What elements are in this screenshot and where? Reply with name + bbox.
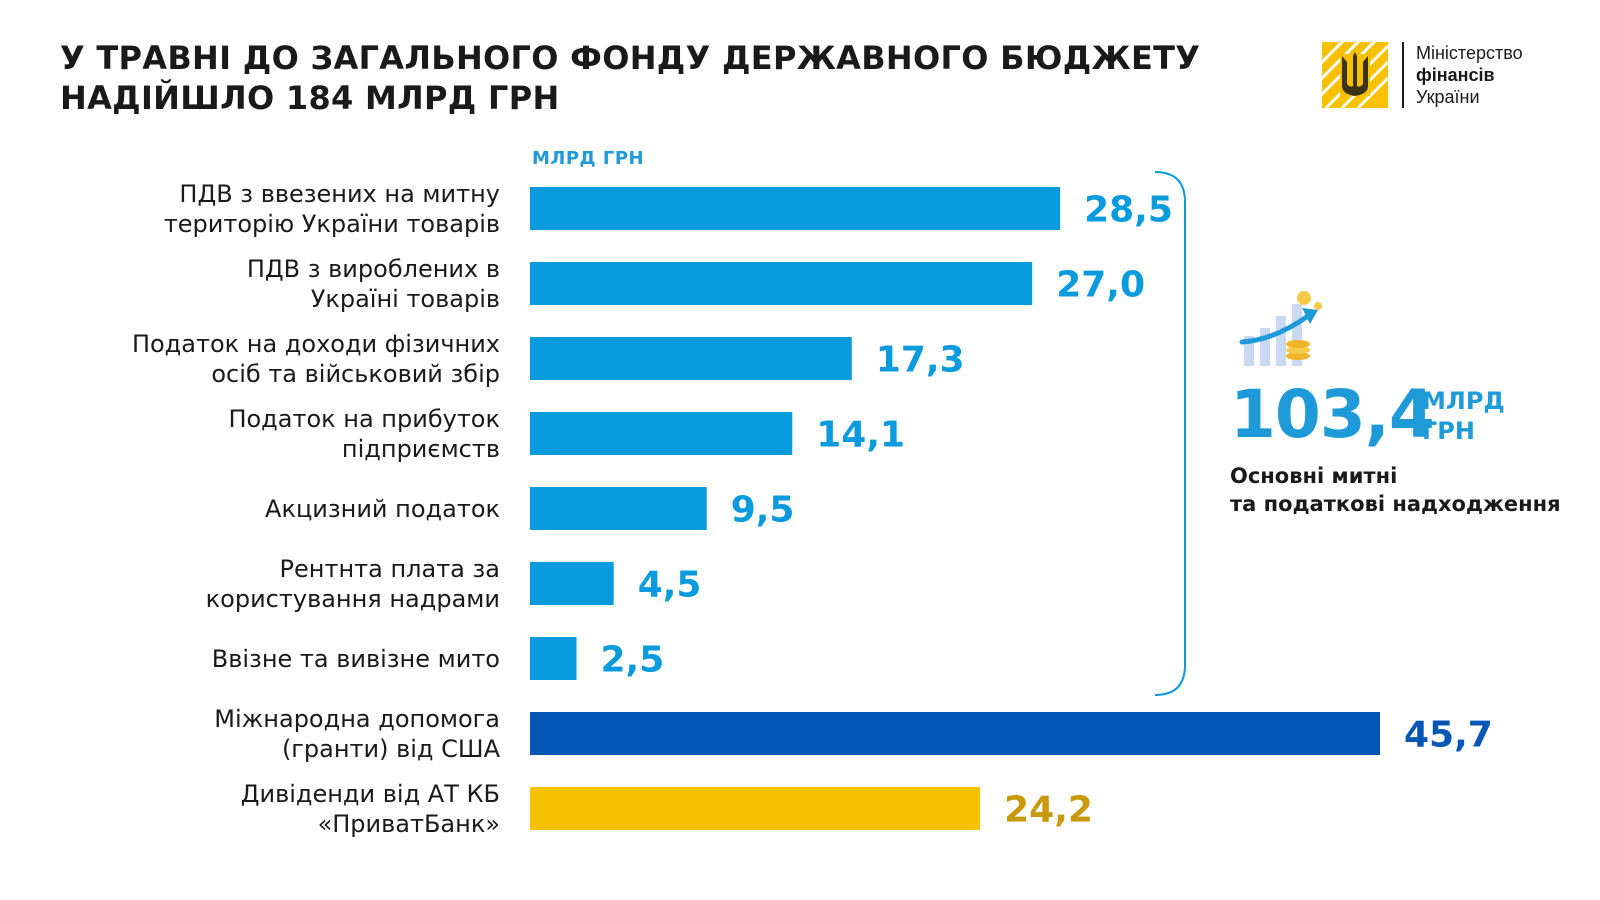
category-label-2-line-0: Податок на доходи фізичних (131, 329, 500, 358)
category-label-4: Акцизний податок (265, 494, 500, 524)
title-line-2: НАДІЙШЛО 184 МЛРД ГРН (60, 79, 560, 117)
category-label-7-line-0: Міжнародна допомога (214, 704, 500, 733)
category-label-5-line-1: користування надрами (205, 584, 500, 613)
category-label-4-line-0: Акцизний податок (265, 494, 500, 523)
page-title: У ТРАВНІ ДО ЗАГАЛЬНОГО ФОНДУ ДЕРЖАВНОГО … (60, 38, 1240, 118)
summary-total-value: 103,4 (1230, 376, 1435, 453)
title-line-1: У ТРАВНІ ДО ЗАГАЛЬНОГО ФОНДУ ДЕРЖАВНОГО … (60, 39, 1201, 77)
value-label-0: 28,5 (1084, 190, 1173, 231)
category-label-0: ПДВ з ввезених на митну територію України… (164, 179, 500, 239)
summary-unit-line-2: ГРН (1422, 417, 1475, 445)
summary-unit-line-1: МЛРД (1422, 387, 1505, 415)
bar-4 (530, 487, 707, 530)
value-label-4: 9,5 (731, 490, 795, 531)
ministry-logo: Міністерство фінансів України (1322, 42, 1562, 108)
category-label-8-line-1: «ПриватБанк» (317, 809, 500, 838)
value-label-2: 17,3 (876, 340, 965, 381)
bar-6 (530, 637, 577, 680)
category-label-5-line-0: Рентнта плата за (279, 554, 500, 583)
value-label-3: 14,1 (816, 415, 905, 456)
category-label-8: Дивіденди від АТ КБ «ПриватБанк» (241, 779, 500, 839)
category-label-3-line-1: підприємств (341, 434, 500, 463)
category-label-3-line-0: Податок на прибуток (228, 404, 500, 433)
category-label-8-line-0: Дивіденди від АТ КБ (240, 779, 500, 808)
logo-divider (1402, 42, 1404, 108)
value-label-8: 24,2 (1004, 790, 1093, 831)
logo-line-3: України (1416, 87, 1480, 107)
logo-text: Міністерство фінансів України (1416, 42, 1523, 108)
group-bracket (1154, 171, 1186, 696)
category-label-1: ПДВ з вироблених в Україні товарів (247, 254, 500, 314)
logo-line-1: Міністерство (1416, 43, 1523, 63)
value-label-5: 4,5 (638, 565, 702, 606)
category-label-1-line-1: Україні товарів (310, 284, 500, 313)
growth-chart-coins-icon (1239, 291, 1322, 366)
bar-2 (530, 337, 852, 380)
bar-0 (530, 187, 1061, 230)
category-label-0-line-0: ПДВ з ввезених на митну (179, 179, 500, 208)
value-label-6: 2,5 (600, 640, 664, 681)
bar-3 (530, 412, 793, 455)
value-label-1: 27,0 (1056, 265, 1145, 306)
trident-logo-icon (1322, 42, 1388, 108)
summary-caption-line-2: та податкові надходження (1230, 492, 1561, 516)
category-label-1-line-0: ПДВ з вироблених в (246, 254, 500, 283)
bar-5 (530, 562, 614, 605)
category-label-7-line-1: (гранти) від США (281, 734, 500, 763)
category-label-2-line-1: осіб та військовий збір (211, 359, 500, 388)
category-label-6-line-0: Ввізне та вивізне мито (211, 644, 500, 673)
category-label-2: Податок на доходи фізичних осіб та військ… (132, 329, 500, 389)
category-label-6: Ввізне та вивізне мито (212, 644, 500, 674)
summary-caption-line-1: Основні митні (1230, 464, 1398, 488)
logo-line-2: фінансів (1416, 65, 1495, 85)
chart-unit-label: МЛРД ГРН (532, 148, 645, 169)
category-label-5: Рентнта плата за користування надрами (206, 554, 500, 614)
summary-unit: МЛРД ГРН (1422, 386, 1505, 446)
bar-1 (530, 262, 1033, 305)
bar-7 (530, 712, 1380, 755)
value-label-7: 45,7 (1404, 715, 1493, 756)
category-label-3: Податок на прибуток підприємств (228, 404, 500, 464)
bar-8 (530, 787, 981, 830)
category-label-0-line-1: територію України товарів (163, 209, 500, 238)
category-label-7: Міжнародна допомога (гранти) від США (214, 704, 500, 764)
summary-caption: Основні митні та податкові надходження (1230, 462, 1561, 518)
